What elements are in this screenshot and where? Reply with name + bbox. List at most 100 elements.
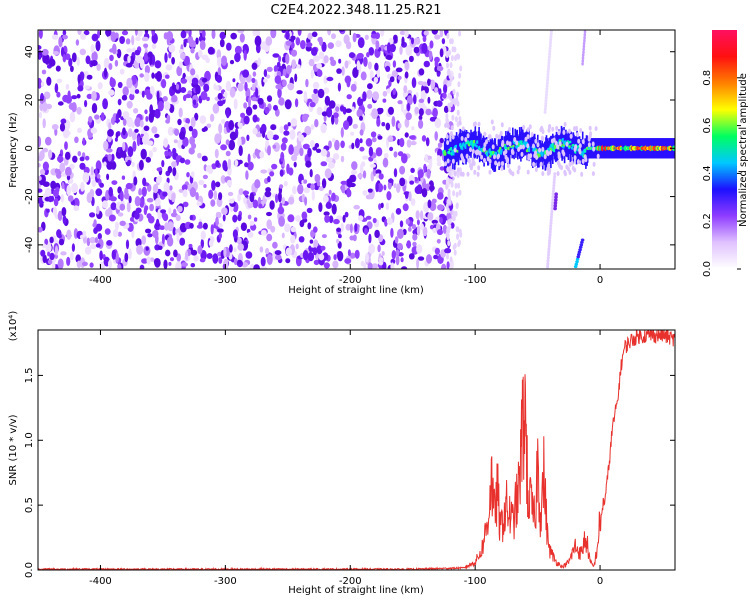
spectrogram-cell [95,40,101,52]
spectrogram-cell [466,133,470,139]
spectrogram-cell [439,137,444,144]
spectrogram-cell [151,72,155,79]
spectrogram-cell [583,154,587,160]
spectrogram-cell [392,60,397,68]
spectrogram-cell [340,222,344,232]
spectrogram-cell [370,131,377,138]
spectrogram-cell [199,40,206,51]
spectrogram-cell [349,223,353,234]
spectrogram-cell [270,30,277,39]
spectrogram-cell [477,121,481,127]
spectrogram-cell [162,191,168,197]
spectrogram-cell [95,188,103,197]
spectrogram-cell [323,55,329,64]
spectrogram-cell [446,199,450,205]
spectrogram-cell [543,110,547,114]
spectrogram-cell [285,31,290,40]
spectrogram-cell [79,162,86,170]
spectrogram-cell [375,147,383,157]
spectrogram-cell [395,67,403,73]
spectrogram-cell [450,55,454,62]
spectrogram-cell [201,30,206,38]
spectrogram-cell [377,135,383,140]
spectrogram-cell [189,222,194,229]
spectrogram-cell [349,252,356,259]
spectrogram-cell [397,122,402,129]
spectrogram-cell [508,141,512,147]
spectrogram-cell [333,112,339,119]
spectrogram-cell [288,196,295,205]
spectrogram-cell [124,252,129,263]
spectrogram-cell [85,55,91,65]
spectrogram-cell [189,187,197,198]
spectrogram-cell [173,139,178,144]
spectrogram-cell [358,98,364,104]
snr-y-label: SNR (10 * v/v) [8,414,19,485]
spectrogram-cell [363,56,368,67]
spectrogram-cell [377,244,381,253]
spectrogram-cell [577,253,581,256]
spectrogram-cell [576,255,580,259]
spectrogram-cell [237,192,241,202]
spectrogram-cell [283,130,290,136]
spectrogram-cell [200,250,207,261]
spectrogram-cell [335,106,340,112]
spectrogram-cell [389,43,396,53]
spectrogram-cell [293,161,297,168]
colorbar: 0.0 0.2 0.4 0.6 0.8 Normalized spectral ampl… [702,30,749,277]
spectrogram-cell [77,74,81,84]
spectrogram-cell [273,104,278,111]
spectrogram-cell [546,261,550,266]
spectrogram-cell [252,30,258,37]
spectrogram-cell [455,191,459,198]
spectrogram-cell [75,39,80,46]
spectrogram-cell [383,184,387,191]
spectrogram-cell [502,150,506,156]
spectrogram-cell [49,252,55,261]
spectrogram-cell [108,122,112,131]
spectrogram-cell [167,221,174,232]
spectrogram-cell [418,98,425,103]
spectrogram-cell [581,59,585,63]
spectrogram-cell [427,96,431,104]
spectrogram-cell [457,53,461,60]
spectrogram-cell [548,232,552,237]
spectrogram-cell [242,190,250,195]
spectrogram-cell [201,155,208,161]
spectrogram-cell [117,263,122,269]
spectrogram-cell [70,65,74,73]
spectrogram-cell [304,196,308,206]
spectrogram-cell [339,105,345,112]
spectrogram-cell [326,76,334,82]
spectrogram-cell [194,112,199,121]
spectrogram-cell [404,132,409,138]
spectrogram-cell [266,74,271,79]
spectrogram-cell [182,201,189,208]
spectrogram-cell [177,205,183,213]
spectrogram-cell [365,252,369,263]
spectrogram-cell [221,55,228,66]
snr-x-tick-label: 0 [597,576,603,587]
spectrogram-cell [212,103,220,114]
spectrogram-cell [327,42,334,49]
spectrogram-cell [115,112,119,124]
spectrogram-cell [575,257,580,261]
spectrogram-cell [157,100,164,112]
spectrogram-cell [382,261,387,269]
spectrogram-cell [50,180,57,190]
spectrogram-cell [552,183,556,188]
spectrogram-cell [89,236,96,244]
spectrogram-cell [450,125,454,131]
snr-x-tick-label: -200 [339,576,362,587]
spectrogram-cell [515,140,519,146]
spectrogram-cell [385,122,391,131]
spectrogram-cell [38,226,43,233]
spectrogram-cell [307,32,313,40]
spectrogram-cell [156,90,160,102]
spectrogram-cell [247,161,254,171]
spectrogram-cell [117,98,122,106]
spectrogram-cell [546,69,550,74]
spectrogram-cell [254,35,262,47]
spectrogram-cell [119,203,126,211]
spectrogram-cell [52,189,59,198]
